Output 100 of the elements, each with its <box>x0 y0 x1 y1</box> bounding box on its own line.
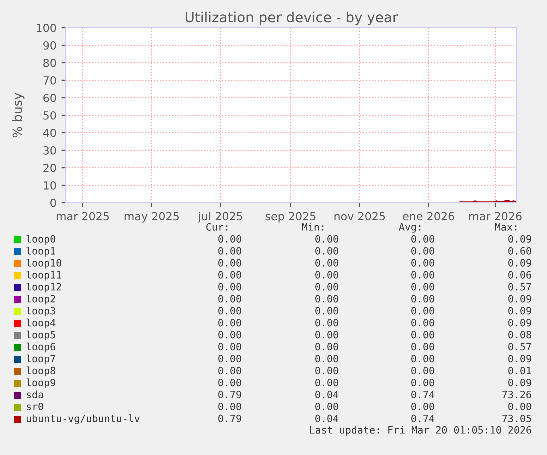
text: 0.00 <box>218 402 242 411</box>
legend-label: loop11 <box>26 271 62 281</box>
legend-label: loop12 <box>26 283 62 293</box>
text: 0.00 <box>218 295 242 303</box>
text: 0.00 <box>412 331 434 339</box>
text: 0.00 <box>412 295 434 303</box>
legend-label: loop1 <box>26 247 56 257</box>
y-tick-label: 30 <box>44 146 56 155</box>
text: 0.09 <box>508 235 532 243</box>
text: 0.00 <box>218 319 242 327</box>
text: 0.00 <box>316 402 338 411</box>
legend-label: loop7 <box>26 354 56 365</box>
legend-label: loop4 <box>26 318 56 329</box>
text: 0.00 <box>316 235 338 243</box>
text: Last update: Fri Mar 20 01:05:10 2026 <box>310 426 532 436</box>
text: 0.00 <box>412 259 434 267</box>
y-tick-label: 40 <box>43 128 56 138</box>
text: 73.05 <box>502 414 532 422</box>
text: 73.26 <box>502 390 532 399</box>
text: 0.00 <box>218 235 242 243</box>
text: 0.04 <box>316 390 339 399</box>
text: 0.00 <box>412 247 434 255</box>
text: 0.00 <box>508 402 532 411</box>
legend-label: loop5 <box>26 330 56 341</box>
text: 0.00 <box>316 295 338 303</box>
y-tick-label: 90 <box>44 41 56 50</box>
text: 0.00 <box>412 367 434 375</box>
text: 0.00 <box>316 247 338 255</box>
legend-label: loop6 <box>26 342 56 353</box>
text: 0.00 <box>412 402 434 411</box>
text: 0.09 <box>508 379 532 387</box>
text: 0.00 <box>218 283 242 291</box>
x-tick-label: mar 2026 <box>470 212 522 221</box>
text: 0.60 <box>508 247 532 255</box>
y-tick-label: 10 <box>44 181 56 190</box>
legend-label: sr0 <box>27 402 44 411</box>
text: Avg: <box>399 223 421 233</box>
x-tick-label: jul 2025 <box>198 212 242 223</box>
x-tick-label: sep 2025 <box>266 212 316 223</box>
y-axis-title: % busy <box>12 93 25 138</box>
text: 0.09 <box>508 307 532 315</box>
text: 0.00 <box>218 331 242 339</box>
text: 0.00 <box>316 283 338 291</box>
text: 0.09 <box>508 295 532 303</box>
text: 0.00 <box>412 379 434 387</box>
y-tick-label: 20 <box>44 164 56 172</box>
text: 0.00 <box>218 271 242 279</box>
text: 0.00 <box>218 355 242 363</box>
x-tick-label: may 2025 <box>124 212 179 223</box>
text: 0.00 <box>412 307 434 315</box>
text: 0.04 <box>316 414 339 422</box>
text: 0.00 <box>316 367 338 375</box>
legend-label: sda <box>27 390 44 399</box>
text: 0.57 <box>508 343 532 351</box>
legend-label: ubuntu-vg/ubuntu-lv <box>26 414 140 424</box>
text: Cur: <box>206 223 228 231</box>
text: 0.74 <box>412 390 435 399</box>
text: 0.00 <box>316 355 338 363</box>
text: 0.00 <box>218 379 242 387</box>
text: 0.00 <box>316 271 338 279</box>
text: 0.00 <box>316 379 338 387</box>
text: 0.74 <box>412 414 435 422</box>
y-tick-label: 70 <box>44 76 56 85</box>
legend-label: loop0 <box>26 235 56 245</box>
x-tick-label: nov 2025 <box>334 212 386 221</box>
text: 0.08 <box>508 331 532 339</box>
y-tick-label: 50 <box>44 111 56 120</box>
text: 0.09 <box>508 355 532 363</box>
text: 0.00 <box>316 343 338 351</box>
text: 0.79 <box>218 414 242 422</box>
text: 0.00 <box>218 367 242 375</box>
text: 0.00 <box>218 307 242 315</box>
x-tick-label: mar 2025 <box>56 212 109 221</box>
legend-label: loop8 <box>26 366 56 377</box>
text: 0.00 <box>412 319 434 327</box>
text: 0.57 <box>508 283 532 291</box>
y-tick-label: 80 <box>44 58 56 68</box>
text: 0.00 <box>412 343 434 351</box>
legend-label: loop9 <box>26 378 56 389</box>
legend-label: loop2 <box>26 294 56 305</box>
chart-title: Utilization per device - by year <box>186 12 398 26</box>
text: 0.09 <box>508 319 532 327</box>
legend-label: loop3 <box>26 306 56 317</box>
x-tick-label: ene 2026 <box>403 212 454 221</box>
text: 0.01 <box>508 367 532 375</box>
text: 0.00 <box>412 283 434 291</box>
legend-label: loop10 <box>26 259 62 269</box>
text: 0.00 <box>412 235 434 243</box>
text: 0.00 <box>218 259 242 267</box>
text: 0.06 <box>508 271 532 279</box>
text: Min: <box>302 223 324 231</box>
text: 0.09 <box>508 259 532 267</box>
text: 0.00 <box>412 355 434 363</box>
text: 0.79 <box>218 390 242 399</box>
text: 0.00 <box>412 271 434 279</box>
text: 0.00 <box>218 343 242 351</box>
y-tick-label: 100 <box>36 24 56 32</box>
y-tick-label: 0 <box>50 198 56 208</box>
text: 0.00 <box>218 247 242 255</box>
text: 0.00 <box>316 331 338 339</box>
